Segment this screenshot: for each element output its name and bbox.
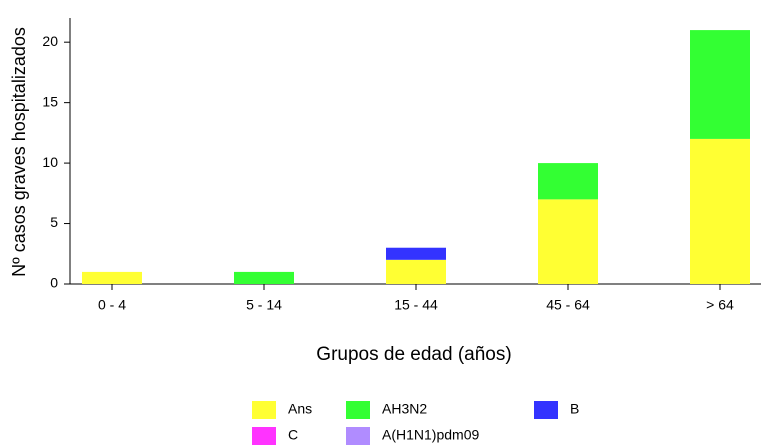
legend-swatch <box>346 401 370 419</box>
bar-segment <box>690 138 750 284</box>
bar-segment <box>690 30 750 139</box>
bar-segment <box>234 271 294 284</box>
bar-segment <box>386 259 446 284</box>
y-tick-label: 10 <box>42 154 58 170</box>
y-tick-label: 15 <box>42 93 58 109</box>
x-tick-label: 45 - 64 <box>546 297 590 313</box>
x-tick-label: > 64 <box>706 297 734 313</box>
bar-segment <box>538 163 598 200</box>
legend-swatch <box>252 401 276 419</box>
legend-label: B <box>570 401 579 417</box>
legend-label: Ans <box>288 401 312 417</box>
x-tick-label: 0 - 4 <box>98 297 126 313</box>
y-tick-label: 20 <box>42 33 58 49</box>
bar-segment <box>82 271 142 284</box>
legend-label: AH3N2 <box>382 401 427 417</box>
legend-swatch <box>346 427 370 445</box>
legend-swatch <box>534 401 558 419</box>
x-tick-label: 15 - 44 <box>394 297 438 313</box>
legend-label: A(H1N1)pdm09 <box>382 427 479 443</box>
bar-segment <box>538 199 598 284</box>
bar-segment <box>386 247 446 260</box>
x-tick-label: 5 - 14 <box>246 297 282 313</box>
legend-swatch <box>252 427 276 445</box>
x-axis-label: Grupos de edad (años) <box>316 344 511 365</box>
legend-label: C <box>288 427 298 443</box>
y-axis-label: Nº casos graves hospitalizados <box>9 27 29 277</box>
y-tick-label: 0 <box>50 275 58 291</box>
y-tick-label: 5 <box>50 214 58 230</box>
